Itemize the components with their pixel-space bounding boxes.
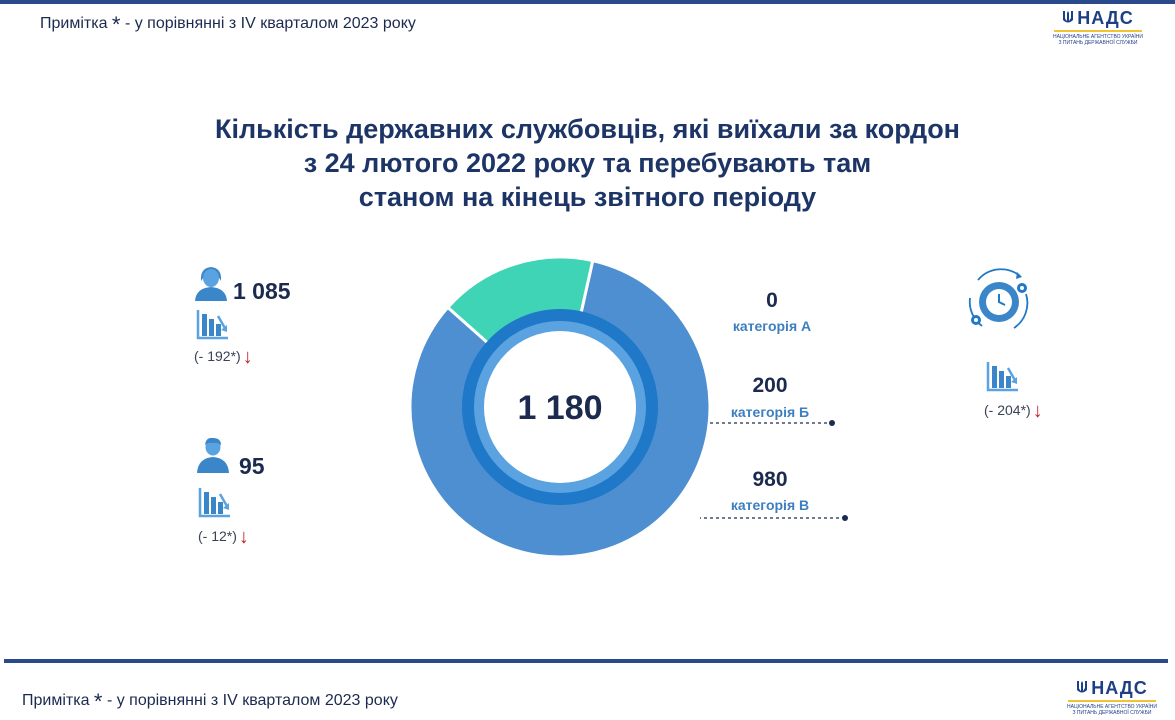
bottom-bar (4, 659, 1168, 663)
header-logo: НАДС НАЦІОНАЛЬНЕ АГЕНТСТВО УКРАЇНИ З ПИТ… (1048, 8, 1148, 46)
category-v-value: 980 (752, 468, 788, 491)
category-b-label: категорія Б (730, 404, 810, 420)
women-change-text: (- 192*) (194, 348, 241, 364)
footer-note-prefix: Примітка (22, 692, 90, 709)
declining-bar-chart-icon (986, 362, 1018, 392)
logo-divider (1054, 30, 1142, 32)
men-change: (- 12*) ↓ (198, 526, 249, 549)
down-arrow-icon: ↓ (1032, 400, 1043, 422)
women-value: 1 085 (233, 278, 291, 304)
header-note: Примітка * - у порівнянні з IV кварталом… (40, 12, 416, 38)
header-note-prefix: Примітка (40, 15, 108, 32)
leader-lines (700, 420, 848, 521)
men-value: 95 (239, 453, 265, 479)
right-panel-change: (- 204*) ↓ (984, 400, 1043, 423)
chart-title-line-3: станом на кінець звітного періоду (358, 182, 817, 212)
donut-center (484, 331, 636, 483)
footer-logo-subtitle-1: НАЦІОНАЛЬНЕ АГЕНТСТВО УКРАЇНИ (1067, 704, 1157, 710)
footer-note-text: - у порівнянні з IV кварталом 2023 року (106, 692, 398, 709)
footer-logo-text: НАДС (1091, 678, 1148, 698)
donut-chart: 1 180 (408, 255, 712, 559)
declining-bar-chart-icon (196, 310, 228, 340)
category-v-leader-dot (842, 515, 848, 521)
footer-logo: НАДС НАЦІОНАЛЬНЕ АГЕНТСТВО УКРАЇНИ З ПИТ… (1062, 678, 1162, 716)
header-logo-text: НАДС (1077, 8, 1134, 28)
women-change: (- 192*) ↓ (194, 346, 253, 369)
trident-icon (1063, 11, 1074, 23)
declining-bar-chart-icon (198, 488, 230, 518)
down-arrow-icon: ↓ (238, 526, 249, 548)
footer-logo-subtitle-2: З ПИТАНЬ ДЕРЖАВНОЇ СЛУЖБИ (1072, 710, 1152, 716)
woman-icon (195, 267, 227, 301)
chart-title-line-1: Кількість державних службовців, які виїх… (215, 114, 960, 144)
top-bar (0, 0, 1175, 4)
footer-note-star: * (93, 689, 103, 714)
category-v-label: категорія В (730, 497, 810, 513)
header-logo-subtitle-1: НАЦІОНАЛЬНЕ АГЕНТСТВО УКРАЇНИ (1053, 34, 1143, 40)
donut-total: 1 180 (517, 389, 602, 427)
category-a-label: категорія А (732, 318, 812, 334)
header-logo-subtitle-2: З ПИТАНЬ ДЕРЖАВНОЇ СЛУЖБИ (1058, 40, 1138, 46)
right-panel-change-text: (- 204*) (984, 402, 1031, 418)
global-clock-icon (968, 268, 1029, 329)
category-b-leader-dot (829, 420, 835, 426)
category-b-value: 200 (752, 374, 788, 397)
chart-title: Кількість державних службовців, які виїх… (130, 112, 1045, 214)
header-note-text: - у порівнянні з IV кварталом 2023 року (124, 15, 416, 32)
man-icon (197, 437, 229, 473)
down-arrow-icon: ↓ (242, 346, 253, 368)
logo-divider (1068, 700, 1156, 702)
category-a-value: 0 (766, 289, 778, 312)
men-change-text: (- 12*) (198, 528, 237, 544)
header-note-star: * (111, 12, 121, 37)
chart-title-line-2: з 24 лютого 2022 року та перебувають там (303, 148, 872, 178)
footer-note: Примітка * - у порівнянні з IV кварталом… (22, 689, 398, 715)
trident-icon (1077, 681, 1088, 693)
